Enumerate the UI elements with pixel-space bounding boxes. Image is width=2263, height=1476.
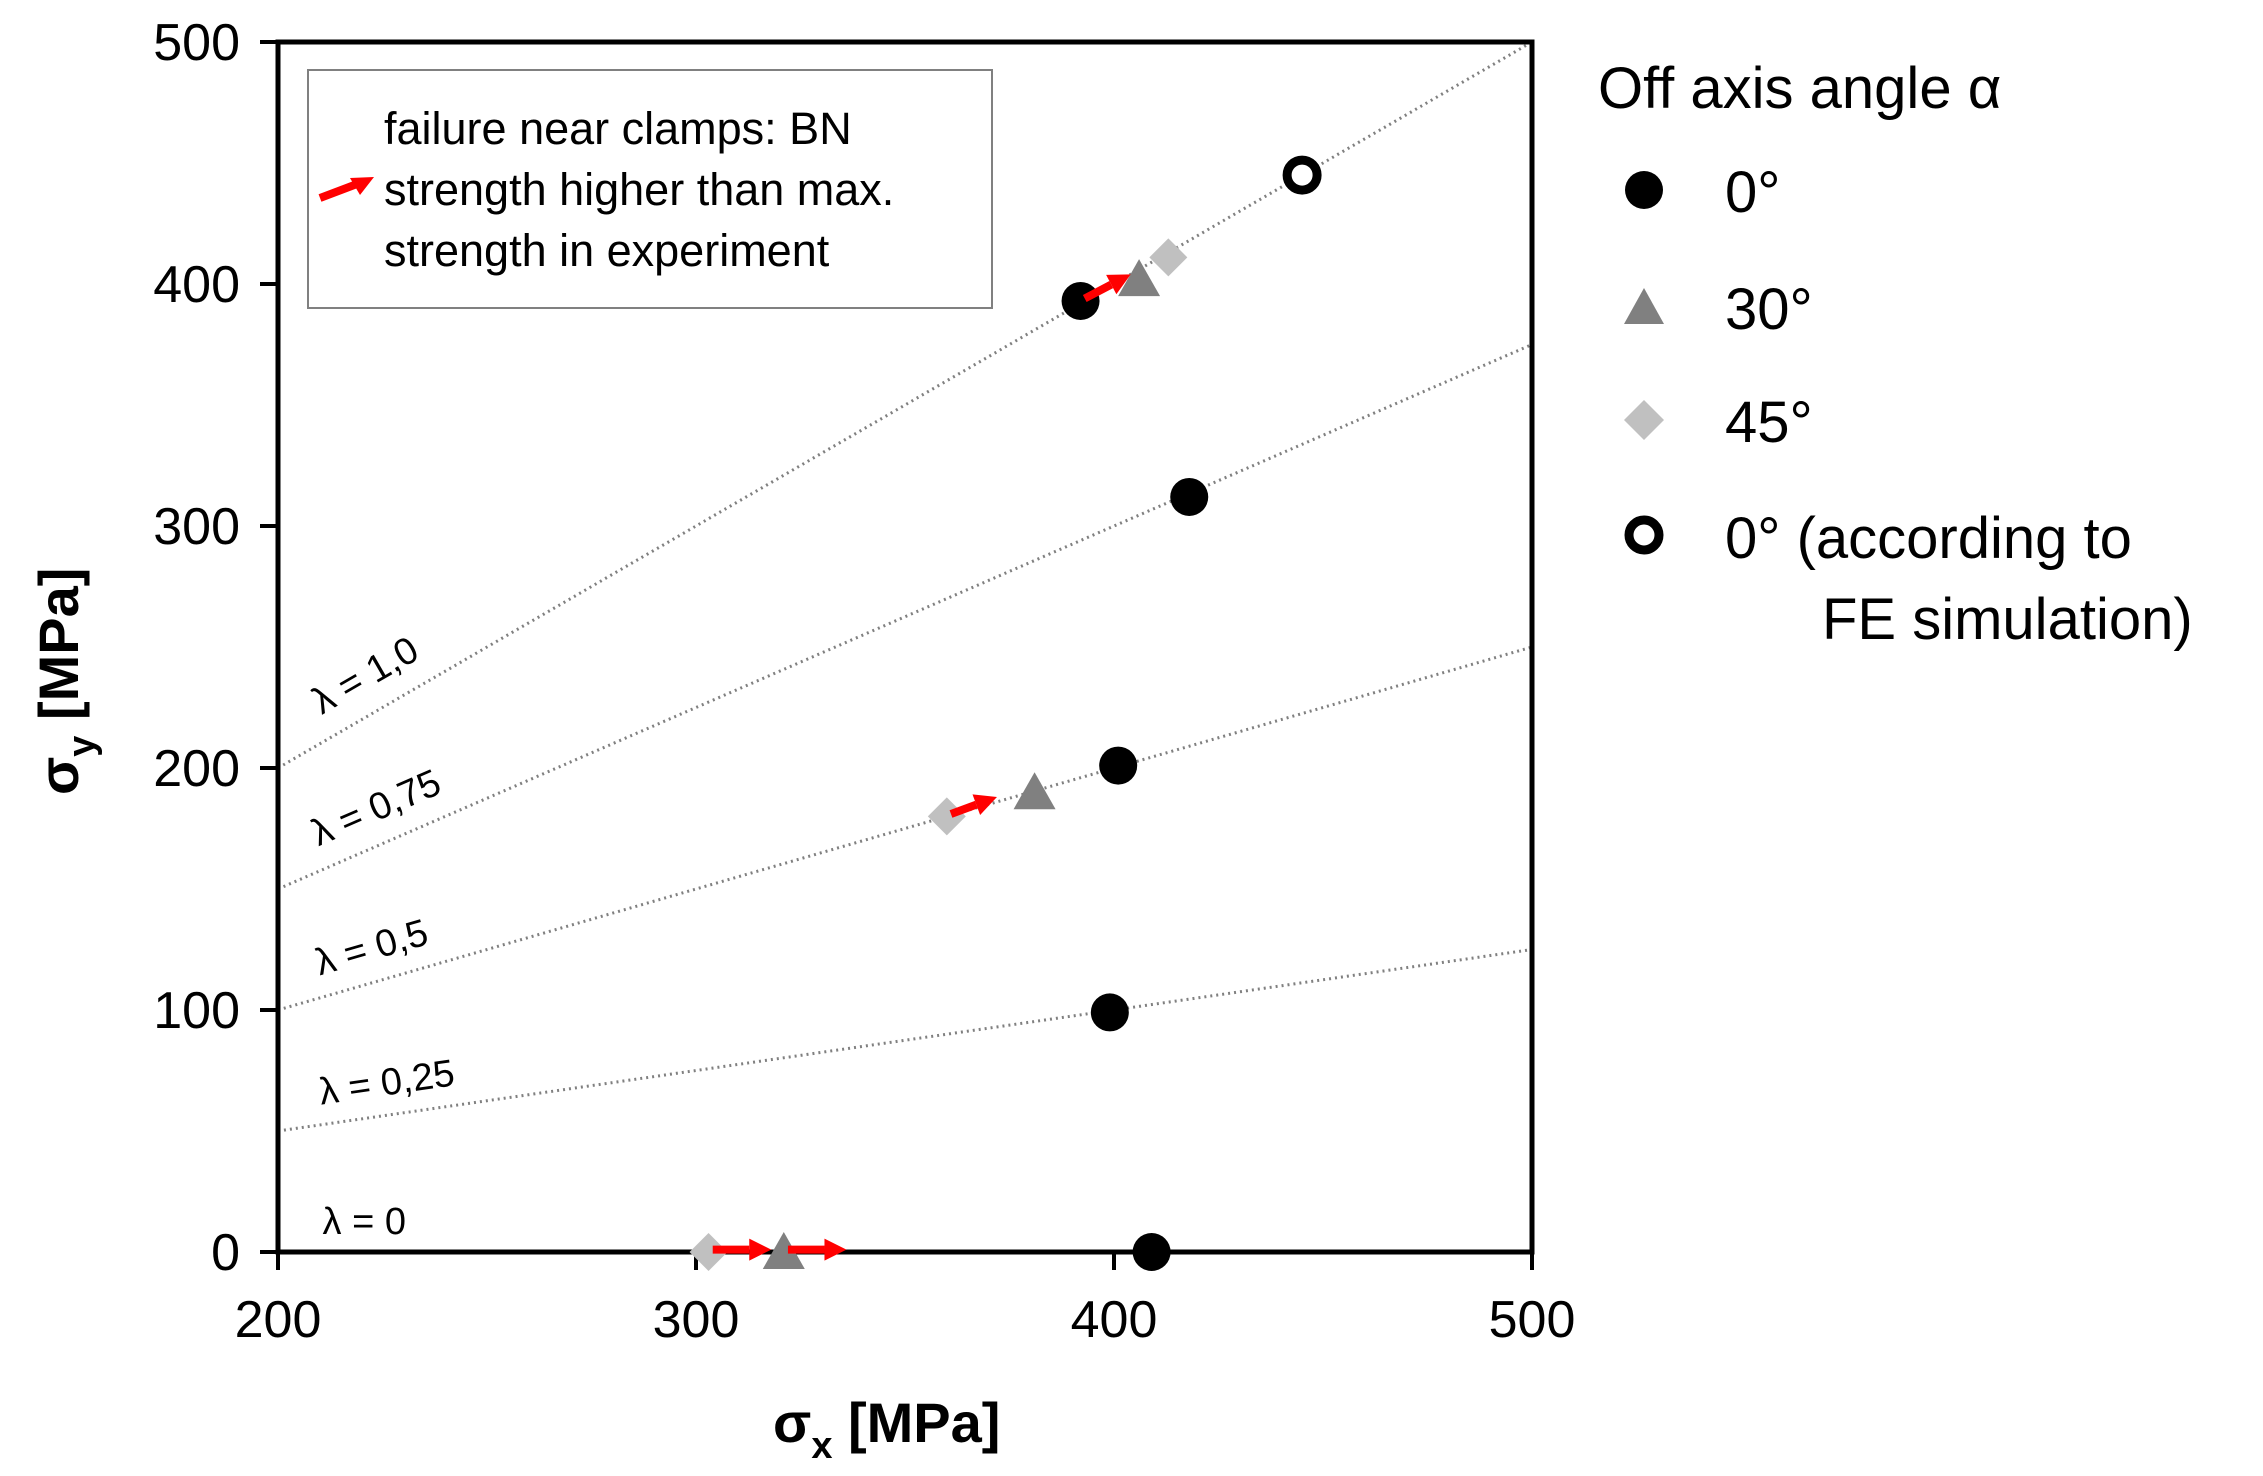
failure-arrow-head-0: [1106, 274, 1131, 295]
x-tick-label-0: 200: [235, 1291, 322, 1349]
lambda-label-0: λ = 1,0: [305, 629, 426, 723]
legend-title: Off axis angle α: [1598, 56, 2001, 121]
x-tick-label-1: 300: [653, 1291, 740, 1349]
legend-label-0: 0°: [1725, 160, 1780, 225]
y-axis-symbol: σ: [27, 757, 90, 795]
legend-marker-triangle: [1624, 288, 1664, 324]
guide-line-0: [278, 42, 1532, 770]
marker-diamond-2: [689, 1233, 728, 1271]
y-axis-unit: [MPa]: [27, 568, 90, 736]
annotation-line-1: failure near clamps: BN: [384, 103, 852, 154]
lambda-label-4: λ = 0: [323, 1201, 406, 1243]
legend: Off axis angle α 0° 30° 45° 0° (accordin…: [1598, 56, 2193, 652]
x-axis-symbol: σ: [773, 1391, 811, 1454]
y-tick-label-4: 400: [153, 256, 240, 314]
load-ratio-lines: [278, 42, 1532, 1252]
marker-circle-0: [1061, 281, 1100, 320]
marker-diamond-1: [927, 797, 966, 836]
annotation-box: failure near clamps: BN strength higher …: [307, 69, 993, 309]
marker-circle-2: [1099, 746, 1138, 785]
failure-arrow-head-1: [972, 794, 997, 815]
y-axis-subscript: y: [61, 736, 103, 757]
marker-triangle-2: [762, 1232, 805, 1269]
y-axis-title: σy [MPa]: [27, 568, 103, 795]
annotation-line-2: strength higher than max.: [384, 164, 894, 215]
x-axis-title: σx [MPa]: [773, 1391, 1000, 1467]
annotation-frame: [307, 69, 993, 309]
marker-circle-1: [1170, 477, 1209, 516]
lambda-label-1: λ = 0,75: [305, 762, 447, 855]
x-axis-subscript: x: [811, 1425, 832, 1467]
legend-label-45: 45°: [1725, 390, 1813, 455]
y-tick-label-5: 500: [153, 14, 240, 72]
y-tick-label-1: 100: [153, 982, 240, 1040]
annotation-arrow-head: [350, 177, 374, 195]
data-markers: [689, 155, 1322, 1271]
legend-label-fe-1: 0° (according to: [1725, 506, 2132, 571]
x-tick-label-2: 400: [1071, 1291, 1158, 1349]
failure-arrow-head-3: [824, 1238, 847, 1261]
annotation-arrow-shaft: [318, 180, 359, 202]
marker-diamond-0: [1149, 238, 1188, 277]
x-axis-unit: [MPa]: [832, 1391, 1000, 1454]
marker-triangle-1: [1013, 772, 1056, 810]
x-axis-ticks: 200 300 400 500: [235, 1252, 1576, 1349]
y-axis-ticks: 0 100 200 300 400 500: [153, 14, 278, 1282]
plot-frame: [275, 39, 1535, 1255]
marker-ring-0: [1282, 155, 1322, 195]
guide-line-2: [278, 645, 1532, 1012]
legend-marker-ring: [1624, 515, 1664, 555]
x-tick-label-3: 500: [1489, 1291, 1576, 1349]
legend-marker-circle: [1625, 171, 1663, 209]
lambda-label-3: λ = 0,25: [316, 1052, 457, 1113]
failure-arrow-shaft-1: [949, 800, 978, 818]
failure-arrow-head-2: [749, 1238, 772, 1261]
guide-line-3: [278, 948, 1532, 1133]
failure-arrows: [712, 274, 1131, 1261]
y-tick-label-2: 200: [153, 740, 240, 798]
marker-circle-4: [1132, 1233, 1171, 1271]
lambda-label-2: λ = 0,5: [311, 912, 433, 984]
y-tick-label-0: 0: [211, 1224, 240, 1282]
load-ratio-labels: λ = 1,0 λ = 0,75 λ = 0,5 λ = 0,25 λ = 0: [305, 629, 457, 1243]
failure-arrow-shaft-0: [1082, 281, 1114, 303]
y-tick-label-3: 300: [153, 498, 240, 556]
annotation-line-3: strength in experiment: [384, 225, 830, 276]
marker-triangle-0: [1118, 259, 1161, 297]
legend-marker-diamond: [1624, 400, 1664, 440]
marker-circle-3: [1090, 993, 1129, 1032]
legend-label-30: 30°: [1725, 277, 1813, 342]
legend-label-fe-2: FE simulation): [1822, 587, 2193, 652]
guide-line-1: [278, 343, 1532, 891]
